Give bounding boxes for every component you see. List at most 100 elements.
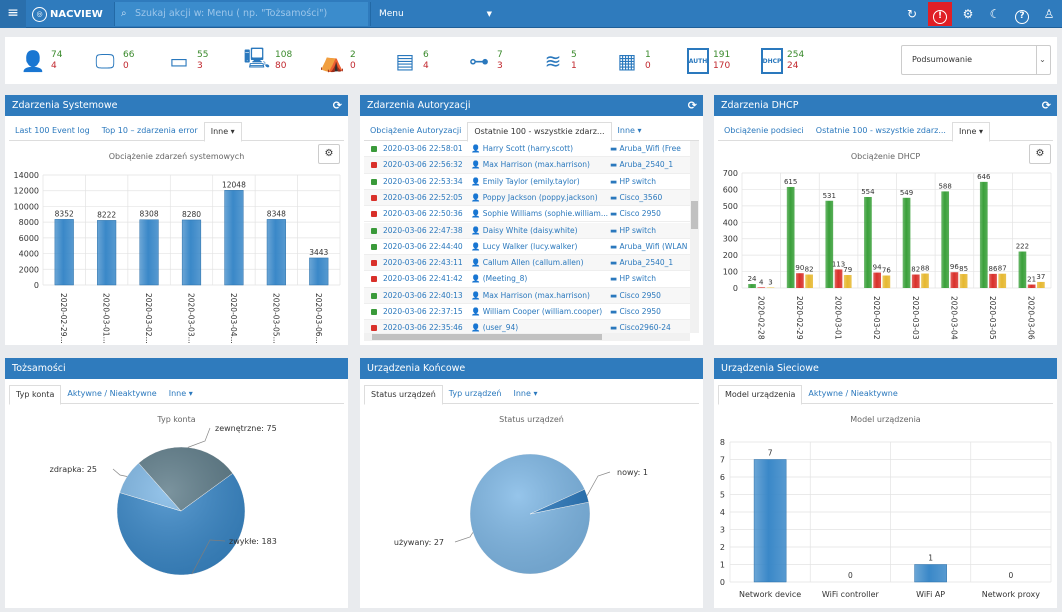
bar[interactable] [998,273,1007,288]
bar[interactable] [914,564,947,583]
bar[interactable] [979,181,988,288]
bar[interactable] [786,186,795,288]
bar[interactable] [54,219,74,286]
bar[interactable] [1018,251,1027,288]
bar[interactable] [224,190,244,286]
table-row[interactable]: 2020-03-06 22:44:40 👤 Lucy Walker (lucy.w… [364,239,691,256]
help-button[interactable]: ? [1010,2,1034,26]
chart-settings-button[interactable]: ⚙ [318,144,340,164]
event-user[interactable]: 👤 Emily Taylor (emily.taylor) [471,176,580,186]
stat-item[interactable]: ⛺ 2 0 [318,43,356,79]
stat-item[interactable]: 🖳 108 80 [243,43,293,79]
event-date[interactable]: 2020-03-06 22:56:32 [383,160,463,170]
user-account-button[interactable]: ♙ [1037,2,1061,26]
event-user[interactable]: 👤 Poppy Jackson (poppy.jackson) [471,192,598,202]
tab[interactable]: Inne ▾ [617,126,642,135]
event-date[interactable]: 2020-03-06 22:41:42 [383,274,463,284]
bar[interactable] [902,197,911,288]
table-row[interactable]: 2020-03-06 22:43:11 👤 Callum Allen (callu… [364,255,691,272]
tab[interactable]: Inne ▾ [513,389,538,398]
refresh-button[interactable]: ↻ [900,2,924,26]
bar[interactable] [921,273,929,288]
tab[interactable]: Ostatnie 100 - wszystkie zdarz... [467,122,612,142]
tab[interactable]: Model urządzenia [718,385,803,405]
bar[interactable] [805,274,813,288]
bar[interactable] [1037,281,1045,288]
event-device[interactable]: ▬ Cisco2960-24 [610,323,671,333]
event-user[interactable]: 👤 (Meeting_8) [471,274,528,284]
horizontal-scrollbar[interactable] [364,333,690,341]
table-row[interactable]: 2020-03-06 22:53:34 👤 Emily Taylor (emily… [364,174,691,190]
stat-item[interactable]: ▤ 6 4 [391,43,429,79]
bar[interactable] [748,284,756,288]
stat-item[interactable]: ⊶ 7 3 [465,43,503,79]
bar[interactable] [309,257,329,286]
logo[interactable]: ◎ NACVIEW [32,6,103,22]
bar[interactable] [181,219,202,286]
refresh-icon[interactable]: ⟳ [332,99,342,112]
event-user[interactable]: 👤 Callum Allen (callum.allen) [471,258,584,268]
event-user[interactable]: 👤 Daisy White (daisy.white) [471,225,578,235]
tab[interactable]: Typ konta [9,385,62,405]
bar[interactable] [911,274,920,288]
event-user[interactable]: 👤 Max Harrison (max.harrison) [471,290,590,300]
event-date[interactable]: 2020-03-06 22:58:01 [383,144,463,153]
vertical-scrollbar[interactable] [690,141,699,333]
settings-button[interactable]: ⚙ [956,2,980,26]
event-user[interactable]: 👤 Harry Scott (harry.scott) [471,144,574,153]
table-row[interactable]: 2020-03-06 22:47:38 👤 Daisy White (daisy.… [364,222,691,239]
moon-button[interactable]: ☾ [983,2,1007,26]
table-row[interactable]: 2020-03-06 22:40:13 👤 Max Harrison (max.h… [364,287,691,304]
stat-item[interactable]: ▦ 1 0 [613,43,651,79]
table-row[interactable]: 2020-03-06 22:56:32 👤 Max Harrison (max.h… [364,157,691,174]
event-date[interactable]: 2020-03-06 22:52:05 [383,192,463,202]
tab[interactable]: Typ urządzeń [448,389,502,398]
bar[interactable] [825,200,834,288]
event-device[interactable]: ▬ Aruba_Wifi (WLAN [610,241,688,251]
event-device[interactable]: ▬ Cisco 2950 [610,307,661,316]
event-user[interactable]: 👤 Max Harrison (max.harrison) [471,160,590,170]
bar[interactable] [959,274,968,288]
tab[interactable]: Inne ▾ [203,122,242,142]
bar[interactable] [950,272,959,288]
refresh-icon[interactable]: ⟳ [1041,99,1051,112]
event-user[interactable]: 👤 (user_94) [471,323,519,333]
bar[interactable] [1027,284,1036,288]
event-device[interactable]: ▬ Cisco_3560 [610,192,663,202]
event-date[interactable]: 2020-03-06 22:35:46 [383,323,463,333]
refresh-icon[interactable]: ⟳ [687,99,697,112]
event-device[interactable]: ▬ Cisco 2950 [610,290,661,300]
bar[interactable] [753,459,787,583]
event-date[interactable]: 2020-03-06 22:43:11 [383,258,463,268]
stat-item[interactable]: AUTH 191 170 [687,43,730,79]
bar[interactable] [882,275,891,288]
hamburger-menu-button[interactable]: ≡ [0,0,26,28]
menu-select[interactable]: Menu ▼ [370,2,498,26]
event-device[interactable]: ▬ Cisco 2950 [610,209,661,219]
stat-item[interactable]: ≋ 5 1 [539,43,577,79]
bar[interactable] [97,220,117,286]
event-date[interactable]: 2020-03-06 22:37:15 [383,307,463,316]
bar[interactable] [139,219,159,286]
event-user[interactable]: 👤 William Cooper (william.cooper) [471,307,603,316]
event-date[interactable]: 2020-03-06 22:47:38 [383,225,463,235]
tab[interactable]: Aktywne / Nieaktywne [808,389,898,398]
bar[interactable] [873,272,882,288]
event-user[interactable]: 👤 Lucy Walker (lucy.walker) [471,241,578,251]
table-row[interactable]: 2020-03-06 22:52:05 👤 Poppy Jackson (popp… [364,189,691,207]
summary-select[interactable]: Podsumowanie ⌄ [901,45,1051,75]
table-row[interactable]: 2020-03-06 22:35:46 👤 (user_94) ▬ Cisco296… [364,320,691,333]
stat-item[interactable]: ▭ 55 3 [165,43,209,79]
bar[interactable] [796,273,804,288]
table-row[interactable]: 2020-03-06 22:50:36 👤 Sophie Williams (so… [364,206,691,223]
event-device[interactable]: ▬ HP switch [610,176,656,186]
search-input[interactable]: ⌕ Szukaj akcji w: Menu ( np. "Tożsamości"… [114,2,368,26]
bar[interactable] [864,196,872,288]
event-user[interactable]: 👤 Sophie Williams (sophie.william... [471,209,608,219]
event-date[interactable]: 2020-03-06 22:53:34 [383,176,463,186]
bar[interactable] [757,287,766,288]
tab[interactable]: Last 100 Event log [15,126,90,135]
tab[interactable]: Obciążenie podsieci [724,126,804,135]
stat-item[interactable]: 🖵 66 0 [91,43,134,79]
tab[interactable]: Ostatnie 100 - wszystkie zdarz... [815,126,946,135]
